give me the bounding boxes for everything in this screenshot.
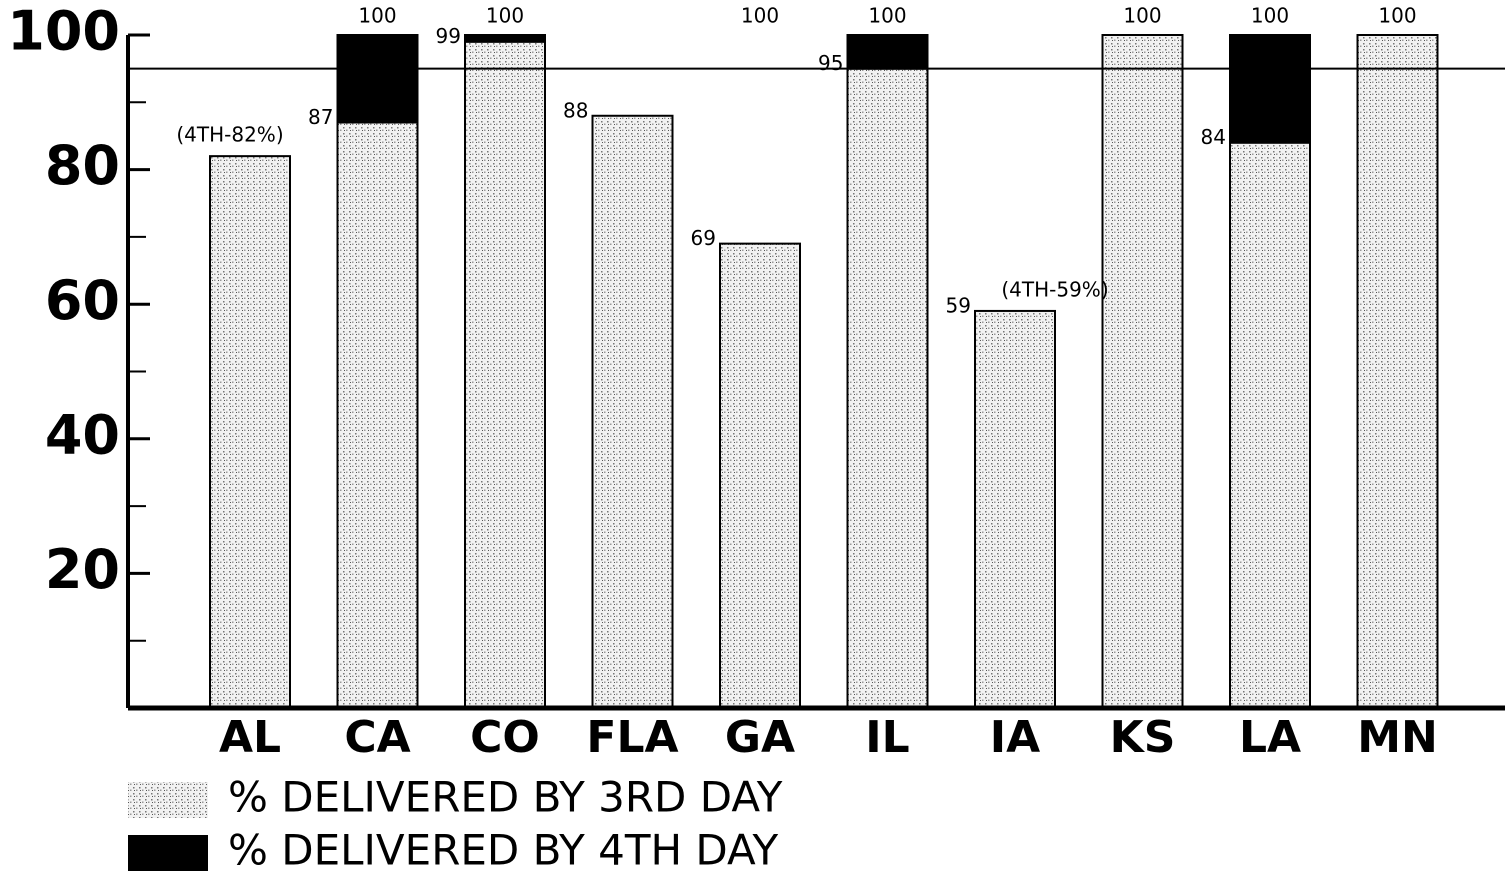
y-tick-label: 80 — [45, 134, 120, 197]
x-tick-label: LA — [1239, 712, 1301, 763]
bar-segment — [464, 40, 546, 710]
bar-segment — [1229, 34, 1311, 144]
bar-segment — [719, 242, 801, 709]
top-label: 100 — [1378, 4, 1416, 28]
bar-segment — [1101, 34, 1184, 709]
legend-label: % DELIVERED BY 4TH DAY — [228, 826, 779, 875]
annotation: (4TH-59%) — [1001, 277, 1108, 301]
x-tick-label: MN — [1357, 712, 1438, 763]
x-tick-label: AL — [219, 712, 281, 763]
bar-segment — [464, 34, 546, 43]
value-label: 88 — [563, 98, 588, 122]
top-label: 100 — [1251, 4, 1289, 28]
y-tick-label: 40 — [45, 403, 120, 466]
y-tick-label: 60 — [45, 269, 120, 332]
bar-segment — [846, 67, 929, 709]
top-label: 100 — [741, 4, 779, 28]
y-tick-label: 20 — [45, 538, 120, 601]
legend-swatch — [128, 782, 208, 818]
value-label: 84 — [1201, 125, 1226, 149]
bar-segment — [974, 309, 1056, 709]
x-tick-label: IL — [865, 712, 909, 763]
value-label: 59 — [946, 293, 971, 317]
x-tick-label: GA — [725, 712, 795, 763]
legend-label: % DELIVERED BY 3RD DAY — [228, 773, 783, 822]
value-label: 69 — [691, 226, 716, 250]
x-tick-label: KS — [1110, 712, 1176, 763]
x-tick-label: IA — [990, 712, 1040, 763]
bar-segment — [1229, 141, 1311, 709]
x-tick-label: CA — [344, 712, 410, 763]
value-label: 87 — [308, 105, 333, 129]
bar-segment — [591, 114, 674, 709]
bar-segment — [336, 121, 419, 710]
top-label: 100 — [358, 4, 396, 28]
x-tick-label: CO — [470, 712, 540, 763]
top-label: 100 — [486, 4, 524, 28]
legend-swatch — [128, 835, 208, 871]
x-tick-label: FLA — [586, 712, 678, 763]
bar-segment — [846, 34, 929, 70]
bar-segment — [1356, 34, 1439, 709]
bar-segment — [336, 34, 419, 124]
y-tick-label: 100 — [7, 0, 120, 63]
top-label: 100 — [1123, 4, 1161, 28]
bar-segment — [209, 155, 291, 709]
top-label: 100 — [868, 4, 906, 28]
value-label: 95 — [818, 51, 843, 75]
value-label: 99 — [436, 24, 461, 48]
annotation: (4TH-82%) — [176, 123, 283, 147]
